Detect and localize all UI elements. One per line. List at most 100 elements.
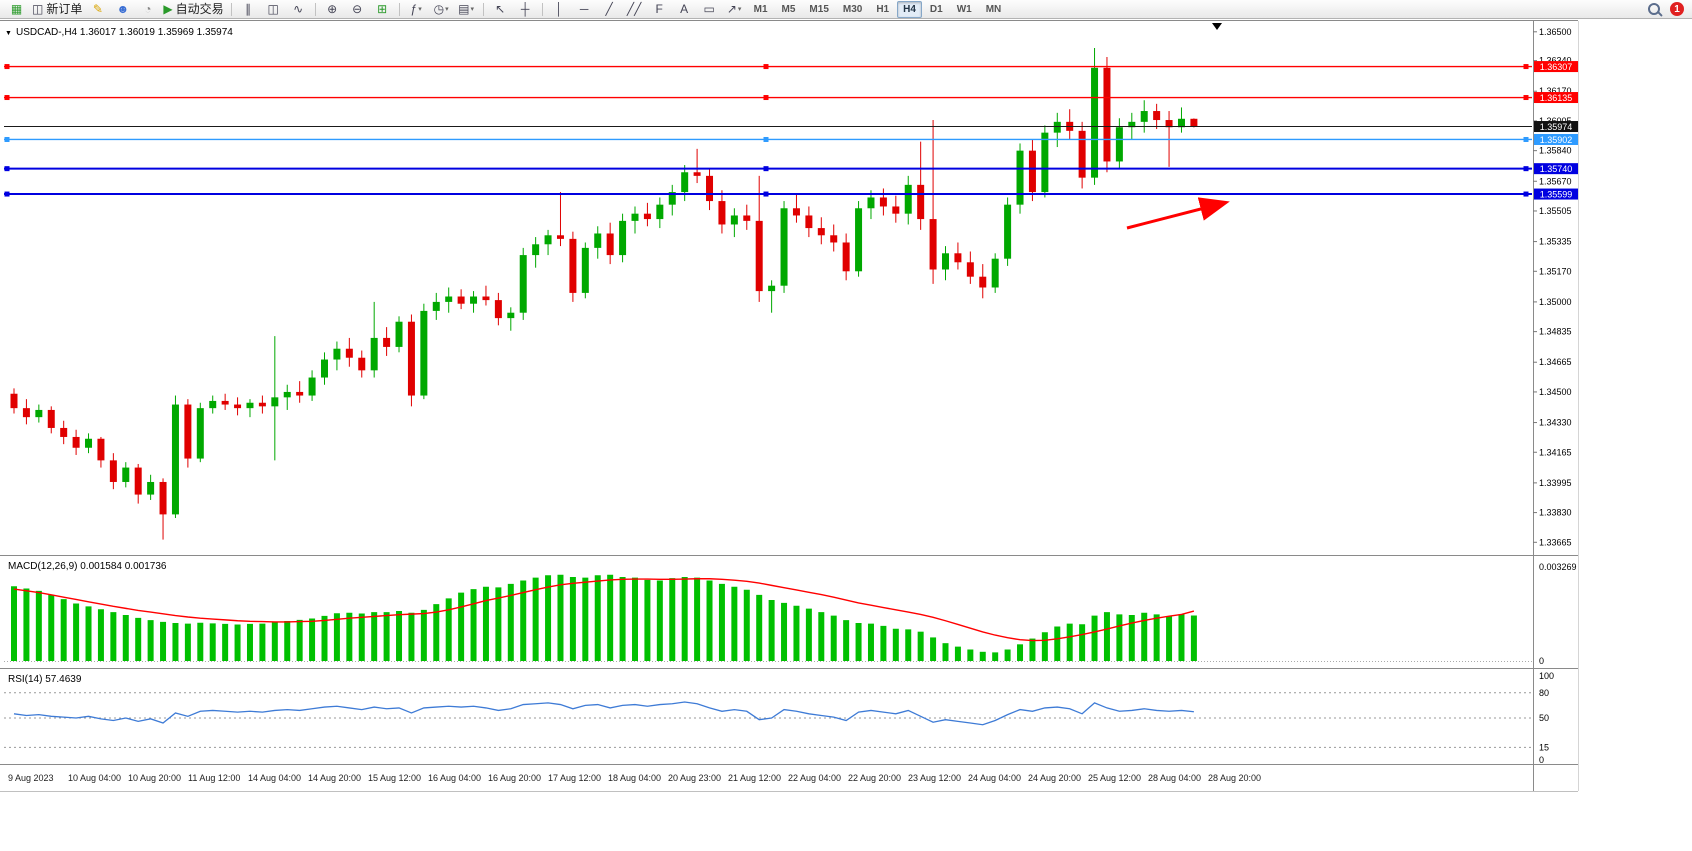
candle (1103, 67, 1111, 162)
timeframe-h4-button[interactable]: H4 (897, 0, 922, 18)
candle (643, 213, 651, 220)
price-line-box (1534, 163, 1578, 175)
cursor-icon: ↖ (495, 2, 506, 16)
toolbar-separator (314, 2, 316, 16)
line-anchor-handle[interactable] (1523, 191, 1529, 197)
price-line-value: 1.35902 (1540, 135, 1573, 145)
market-watch-button[interactable]: ☻ (110, 0, 135, 19)
horizontal-line-button[interactable]: ─ (572, 0, 597, 19)
indicators-button[interactable]: ƒ ▾ (404, 0, 429, 19)
price-line-value: 1.35599 (1540, 190, 1573, 200)
main-toolbar: ▦ ◫ 新订单 ✎ ☻ ◔ ▶ 自动交易 ∥ ◫ ∿ ⊕ ⊖ ⊞ ƒ ▾ ◷ ▾ ▤ ▾ ↖ ┼ │ ─ ╱ ╱╱ F A ▭ ↗ ▾ M1… (0, 0, 1692, 19)
current-price-box (1534, 121, 1578, 133)
date-label: 9 Aug 2023 (8, 773, 54, 783)
templates-icon: ▤ (458, 2, 470, 16)
candle (718, 201, 726, 225)
crosshair-button[interactable]: ┼ (513, 0, 538, 19)
candle (258, 402, 266, 407)
bar-chart-button[interactable]: ∥ (236, 0, 261, 19)
candle (842, 242, 850, 272)
price-axis-label: 1.34500 (1539, 387, 1572, 397)
arrows-button[interactable]: ↗ ▾ (722, 0, 747, 19)
timeframe-mn-button[interactable]: MN (985, 3, 1002, 15)
candle (979, 276, 987, 288)
candle (1190, 118, 1198, 127)
price-axis-label: 1.35505 (1539, 206, 1572, 216)
market-watch-icon: ☻ (116, 2, 130, 16)
candle (109, 460, 117, 482)
trend-arrow-annotation[interactable] (1126, 197, 1230, 230)
candle (656, 204, 664, 220)
candle (97, 438, 105, 461)
line-anchor-handle[interactable] (4, 95, 10, 101)
new-chart-button[interactable]: ▦ (4, 0, 29, 19)
price-axis-label: 1.35840 (1539, 146, 1572, 156)
crosshair-icon: ┼ (520, 2, 530, 16)
search-icon[interactable] (1648, 3, 1660, 15)
date-label: 22 Aug 04:00 (788, 773, 841, 783)
candle (159, 481, 167, 515)
cursor-button[interactable]: ↖ (488, 0, 513, 19)
line-anchor-handle[interactable] (763, 64, 769, 70)
text-button[interactable]: A (672, 0, 697, 19)
zoom-in-button[interactable]: ⊕ (320, 0, 345, 19)
candle (209, 400, 217, 409)
chart-shift-marker[interactable] (1212, 23, 1222, 30)
autotrading-icon: ▶ (163, 2, 173, 16)
price-line-box (1534, 188, 1578, 200)
line-anchor-handle[interactable] (763, 136, 769, 142)
text-label-button[interactable]: ▭ (697, 0, 722, 19)
chart-header: ▼ USDCAD-,H4 1.36017 1.36019 1.35969 1.35… (5, 27, 233, 38)
line-anchor-handle[interactable] (4, 166, 10, 172)
candle (383, 337, 391, 347)
timeframe-d1-button[interactable]: D1 (929, 3, 943, 15)
strategy-tester-button[interactable]: ◔ (135, 0, 160, 19)
vertical-line-button[interactable]: │ (547, 0, 572, 19)
line-anchor-handle[interactable] (4, 64, 10, 70)
line-anchor-handle[interactable] (763, 95, 769, 101)
metaeditor-button[interactable]: ✎ (85, 0, 110, 19)
timeframe-w1-button[interactable]: W1 (956, 3, 972, 15)
autotrading-button[interactable]: ▶ 自动交易 (160, 0, 226, 19)
candlestick-chart-button[interactable]: ◫ (261, 0, 286, 19)
tile-windows-button[interactable]: ⊞ (370, 0, 395, 19)
macd-label: MACD(12,26,9) 0.001584 0.001736 (8, 561, 167, 572)
metaeditor-icon: ✎ (92, 2, 103, 16)
timeframe-m1-button[interactable]: M1 (753, 3, 768, 15)
new-order-button[interactable]: ◫ 新订单 (29, 0, 85, 19)
line-chart-button[interactable]: ∿ (286, 0, 311, 19)
line-anchor-handle[interactable] (1523, 136, 1529, 142)
price-line-box (1534, 133, 1578, 145)
toolbar-separator (230, 2, 232, 16)
candle (1041, 132, 1049, 193)
strategy-tester-icon: ◔ (144, 2, 152, 16)
line-anchor-handle[interactable] (4, 191, 10, 197)
channel-button[interactable]: ╱╱ (622, 0, 647, 19)
price-axis-label: 1.35170 (1539, 266, 1572, 276)
price-lines[interactable]: 1.36307 1.36135 1.35974 1.35902 1.35740 1.355… (4, 61, 1578, 200)
candle (420, 310, 428, 396)
timeframe-h1-button[interactable]: H1 (876, 3, 890, 15)
candle (122, 467, 130, 482)
zoom-out-button[interactable]: ⊖ (345, 0, 370, 19)
line-anchor-handle[interactable] (1523, 64, 1529, 70)
price-axis-label: 1.34330 (1539, 418, 1572, 428)
trendline-button[interactable]: ╱ (597, 0, 622, 19)
price-line-value: 1.36307 (1540, 62, 1573, 72)
periods-button[interactable]: ◷ ▾ (429, 0, 454, 19)
line-anchor-handle[interactable] (1523, 166, 1529, 172)
candle (1091, 67, 1099, 178)
candle (892, 206, 900, 214)
line-anchor-handle[interactable] (763, 191, 769, 197)
candle (1177, 118, 1185, 128)
templates-button[interactable]: ▤ ▾ (454, 0, 479, 19)
timeframe-m5-button[interactable]: M5 (781, 3, 796, 15)
timeframe-m15-button[interactable]: M15 (809, 3, 829, 15)
line-anchor-handle[interactable] (4, 136, 10, 142)
timeframe-m30-button[interactable]: M30 (842, 3, 863, 15)
line-anchor-handle[interactable] (763, 166, 769, 172)
notification-badge[interactable]: 1 (1670, 2, 1684, 16)
line-anchor-handle[interactable] (1523, 95, 1529, 101)
fibonacci-button[interactable]: F (647, 0, 672, 19)
